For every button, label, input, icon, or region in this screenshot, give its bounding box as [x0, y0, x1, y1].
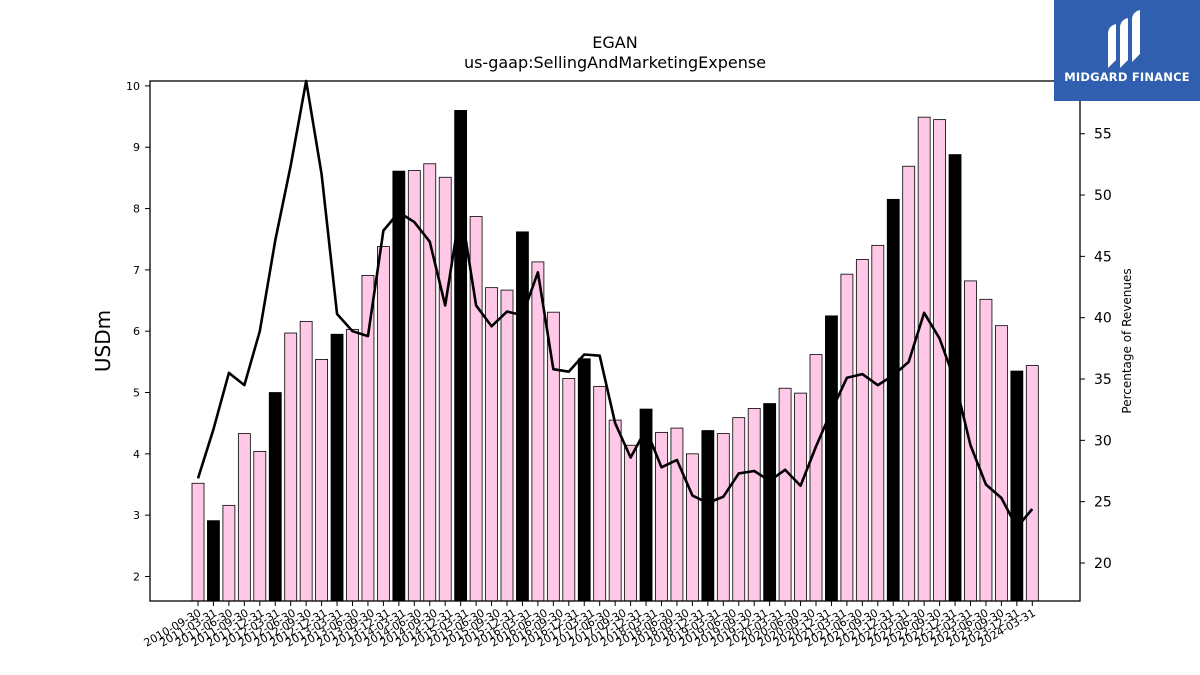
bar-2023-06-30: [979, 298, 993, 602]
bar-2015-06-30: [485, 287, 498, 602]
bar-2018-06-30: [670, 427, 684, 602]
bar-2012-03-31: [284, 332, 298, 602]
y-tick-label: 2: [133, 570, 140, 583]
y-right-tick-label: 55: [1094, 127, 1112, 143]
logo-text: MIDGARD FINANCE: [1064, 70, 1190, 84]
bar-2021-09-30: [871, 244, 885, 602]
bar-2023-09-30: [995, 325, 1008, 602]
bar-2012-06-30: [299, 320, 313, 602]
bar-2016-06-30: [546, 311, 560, 602]
bar-2010-12-31: [207, 520, 220, 602]
y-right-tick-label: 30: [1094, 433, 1112, 449]
line-series: [196, 79, 1034, 529]
bar-2014-12-31: [454, 110, 468, 602]
y-tick-label: 7: [133, 264, 140, 277]
bar-2020-03-31: [778, 387, 792, 602]
bar-2023-12-31: [1010, 370, 1024, 602]
revenue-percentage-line: [196, 79, 1034, 529]
bar-2016-03-31: [531, 261, 545, 602]
bar-2017-03-31: [593, 385, 607, 602]
y-tick-label: 9: [133, 141, 140, 154]
y-tick-label: 6: [133, 325, 140, 338]
bar-2013-09-30: [376, 246, 390, 602]
bar-2011-09-30: [253, 450, 267, 602]
y-tick-label: 3: [133, 509, 140, 522]
bar-2019-06-30: [732, 417, 746, 602]
bar-2016-12-31: [577, 358, 591, 602]
y-tick-label: 4: [133, 448, 140, 461]
chart-subtitle: us-gaap:SellingAndMarketingExpense: [464, 53, 766, 72]
bar-2021-06-30: [855, 259, 869, 602]
bar-2022-06-30: [917, 116, 931, 602]
y-tick-label: 5: [133, 387, 140, 400]
bar-2014-06-30: [423, 163, 437, 602]
bar-2019-12-31: [763, 403, 777, 602]
bar-2018-12-31: [701, 430, 715, 602]
bar-2019-03-31: [716, 433, 730, 602]
bar-2018-09-30: [686, 453, 699, 602]
bar-2020-06-30: [794, 392, 807, 602]
bar-2014-09-30: [438, 176, 452, 602]
y-right-tick-label: 40: [1094, 311, 1112, 327]
chart-title: EGAN: [592, 33, 637, 52]
bar-2021-03-31: [840, 273, 854, 602]
bar-2011-06-30: [237, 433, 251, 602]
y-axis-label: USDm: [91, 310, 115, 372]
bar-2017-06-30: [608, 419, 622, 602]
bar-2020-12-31: [825, 315, 838, 602]
bar-2021-12-31: [886, 198, 900, 602]
y-axis-right: 20 25 30 35 40 45 50 55: [1080, 127, 1112, 572]
bar-2022-03-31: [902, 165, 916, 602]
midgard-logo-icon: [1108, 10, 1140, 68]
bar-2015-12-31: [516, 231, 529, 602]
y-right-tick-label: 35: [1094, 372, 1112, 388]
bar-2013-12-31: [392, 170, 406, 602]
bar-2013-06-30: [361, 274, 375, 602]
bar-2013-03-31: [346, 328, 359, 602]
y-tick-label: 10: [126, 80, 140, 93]
bar-2015-09-30: [500, 289, 514, 602]
y-right-tick-label: 45: [1094, 249, 1112, 265]
y-axis-label-right: Percentage of Revenues: [1120, 268, 1134, 413]
midgard-logo: MIDGARD FINANCE: [1054, 0, 1200, 101]
bar-2020-09-30: [809, 354, 823, 602]
x-axis: 2010-09-302011-03-312011-06-302011-09-30…: [142, 601, 1038, 650]
bar-2014-03-31: [407, 170, 421, 602]
y-axis-left: 2 3 4 5 6 7 8 9 10: [126, 80, 150, 583]
y-right-tick-label: 20: [1094, 556, 1112, 572]
y-tick-label: 8: [133, 203, 140, 216]
bar-2012-09-30: [315, 358, 329, 602]
bar-2012-12-31: [330, 333, 344, 602]
y-right-tick-label: 25: [1094, 495, 1112, 511]
y-right-tick-label: 50: [1094, 188, 1112, 204]
bar-2017-09-30: [624, 444, 637, 602]
bar-2016-09-30: [562, 378, 576, 602]
bar-2019-09-30: [747, 408, 761, 602]
bar-2024-03-31: [1025, 365, 1039, 602]
bar-2022-09-30: [933, 119, 946, 602]
bar-2011-12-31: [268, 392, 282, 602]
bar-2011-03-31: [222, 504, 236, 602]
bar-2010-09-30: [191, 482, 205, 602]
